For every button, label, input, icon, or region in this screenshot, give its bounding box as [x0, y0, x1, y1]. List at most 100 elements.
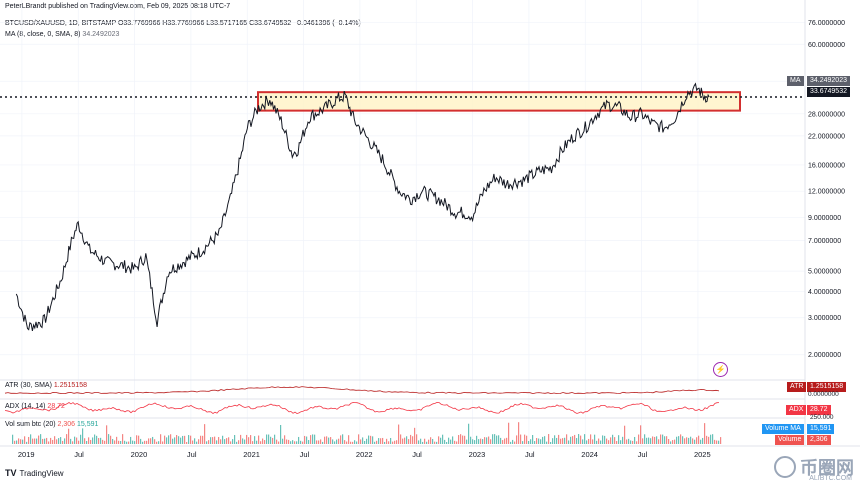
volume-bar: [406, 436, 408, 444]
volume-bar: [692, 438, 694, 444]
volume-bar: [272, 437, 274, 444]
volume-bar: [516, 435, 518, 444]
resistance-box: [257, 91, 741, 112]
volume-bar: [472, 439, 474, 444]
watermark-text: 币圈网: [800, 458, 854, 478]
volume-bar: [422, 441, 424, 444]
volume-bar: [62, 440, 64, 444]
ma-legend[interactable]: MA (8, close, 0, SMA, 8) 34.2492023: [5, 31, 119, 38]
last-price-label: 33.6749532: [807, 87, 850, 97]
volume-bar: [248, 437, 250, 444]
volume-bar: [488, 436, 490, 444]
volume-bar: [352, 441, 354, 444]
volume-bar: [58, 438, 60, 444]
volume-bar: [496, 435, 498, 444]
atr-label[interactable]: ATR (30, SMA): [5, 382, 52, 389]
volume-bar: [30, 434, 32, 444]
volume-bar: [644, 434, 646, 444]
volume-bar: [504, 438, 506, 444]
volume-bar: [408, 439, 410, 444]
x-tick-label: Jul: [638, 450, 648, 459]
volume-bar: [612, 434, 614, 444]
x-tick-label: 2023: [469, 450, 486, 459]
volume-bar: [48, 441, 50, 444]
volume-bar: [302, 441, 304, 444]
volume-bar: [144, 440, 146, 444]
volume-bar: [192, 440, 194, 444]
volume-bar: [70, 438, 72, 444]
tradingview-footer[interactable]: TV TradingView: [5, 468, 64, 478]
volume-bar: [340, 435, 342, 444]
volume-label[interactable]: Vol sum btc (20): [5, 421, 56, 428]
volume-bar: [130, 436, 132, 444]
flash-icon[interactable]: ⚡: [713, 362, 728, 377]
volume-bar: [424, 438, 426, 444]
volume-bar: [672, 440, 674, 444]
ma-value: 34.2492023: [82, 31, 120, 38]
volume-tag: Volume: [775, 435, 805, 445]
atr-axis-label: 0.0000000: [808, 391, 839, 398]
volume-bar: [320, 439, 322, 444]
volume-bar: [284, 435, 286, 444]
volume-bar: [474, 440, 476, 444]
volume-legend[interactable]: Vol sum btc (20) 2,306 15,591: [5, 421, 98, 428]
ohlc-values: O33.7769966 H33.7769966 L33.5717165 C33.…: [117, 20, 361, 27]
volume-bar: [714, 439, 716, 444]
volume-bar: [588, 438, 590, 444]
volume-bar: [212, 437, 214, 444]
volume-bar: [148, 438, 150, 444]
volume-bar: [468, 423, 470, 444]
adx-label[interactable]: ADX (14, 14): [5, 403, 46, 410]
ma-label[interactable]: MA (8, close, 0, SMA, 8): [5, 31, 81, 38]
volume-bar: [68, 428, 70, 444]
volume-bar: [306, 436, 308, 444]
volume-bar: [432, 438, 434, 444]
volume-bar: [160, 434, 162, 444]
volume-bar: [670, 441, 672, 444]
volume-bar: [322, 441, 324, 444]
volume-bar: [604, 435, 606, 444]
symbol-legend[interactable]: BTCUSD/XAUUSD, 1D, BITSTAMP O33.7769966 …: [5, 20, 361, 27]
y-tick-label: 7.0000000: [808, 238, 841, 245]
volume-bar: [342, 434, 344, 444]
symbol-label[interactable]: BTCUSD/XAUUSD, 1D, BITSTAMP: [5, 20, 116, 27]
volume-bar: [108, 434, 110, 444]
volume-bar: [506, 437, 508, 444]
volume-bar: [74, 436, 76, 444]
volume-bar: [702, 437, 704, 444]
volume-bar: [374, 441, 376, 444]
volume-bar: [110, 435, 112, 444]
adx-legend[interactable]: ADX (14, 14) 28.72: [5, 403, 65, 410]
y-tick-label: 28.0000000: [808, 111, 845, 118]
volume-bar: [458, 435, 460, 444]
volume-bar: [168, 435, 170, 444]
volume-bar: [90, 439, 92, 444]
volume-bar: [704, 423, 706, 444]
volume-bar: [174, 437, 176, 444]
volume-bar: [220, 439, 222, 444]
volume-bar: [648, 437, 650, 444]
y-tick-label: 60.0000000: [808, 42, 845, 49]
volume-bar: [42, 438, 44, 444]
volume-bar: [630, 440, 632, 444]
volume-bar: [256, 440, 258, 444]
volume-bar: [312, 434, 314, 444]
atr-legend[interactable]: ATR (30, SMA) 1.2515158: [5, 382, 87, 389]
volume-bar: [34, 438, 36, 444]
y-tick-label: 3.0000000: [808, 315, 841, 322]
volume-bar: [578, 434, 580, 444]
volume-bar: [234, 435, 236, 444]
volume-bar: [226, 438, 228, 444]
volume-bar: [514, 441, 516, 444]
volume-bar: [628, 438, 630, 444]
volume-bar: [542, 436, 544, 444]
adx-tag: ADX: [786, 405, 807, 415]
volume-bar: [82, 428, 84, 444]
volume-bar: [278, 441, 280, 444]
x-tick-label: 2022: [356, 450, 373, 459]
volume-bar: [634, 436, 636, 444]
volume-bar: [398, 424, 400, 444]
volume-bar: [562, 438, 564, 444]
volume-bar: [218, 437, 220, 444]
